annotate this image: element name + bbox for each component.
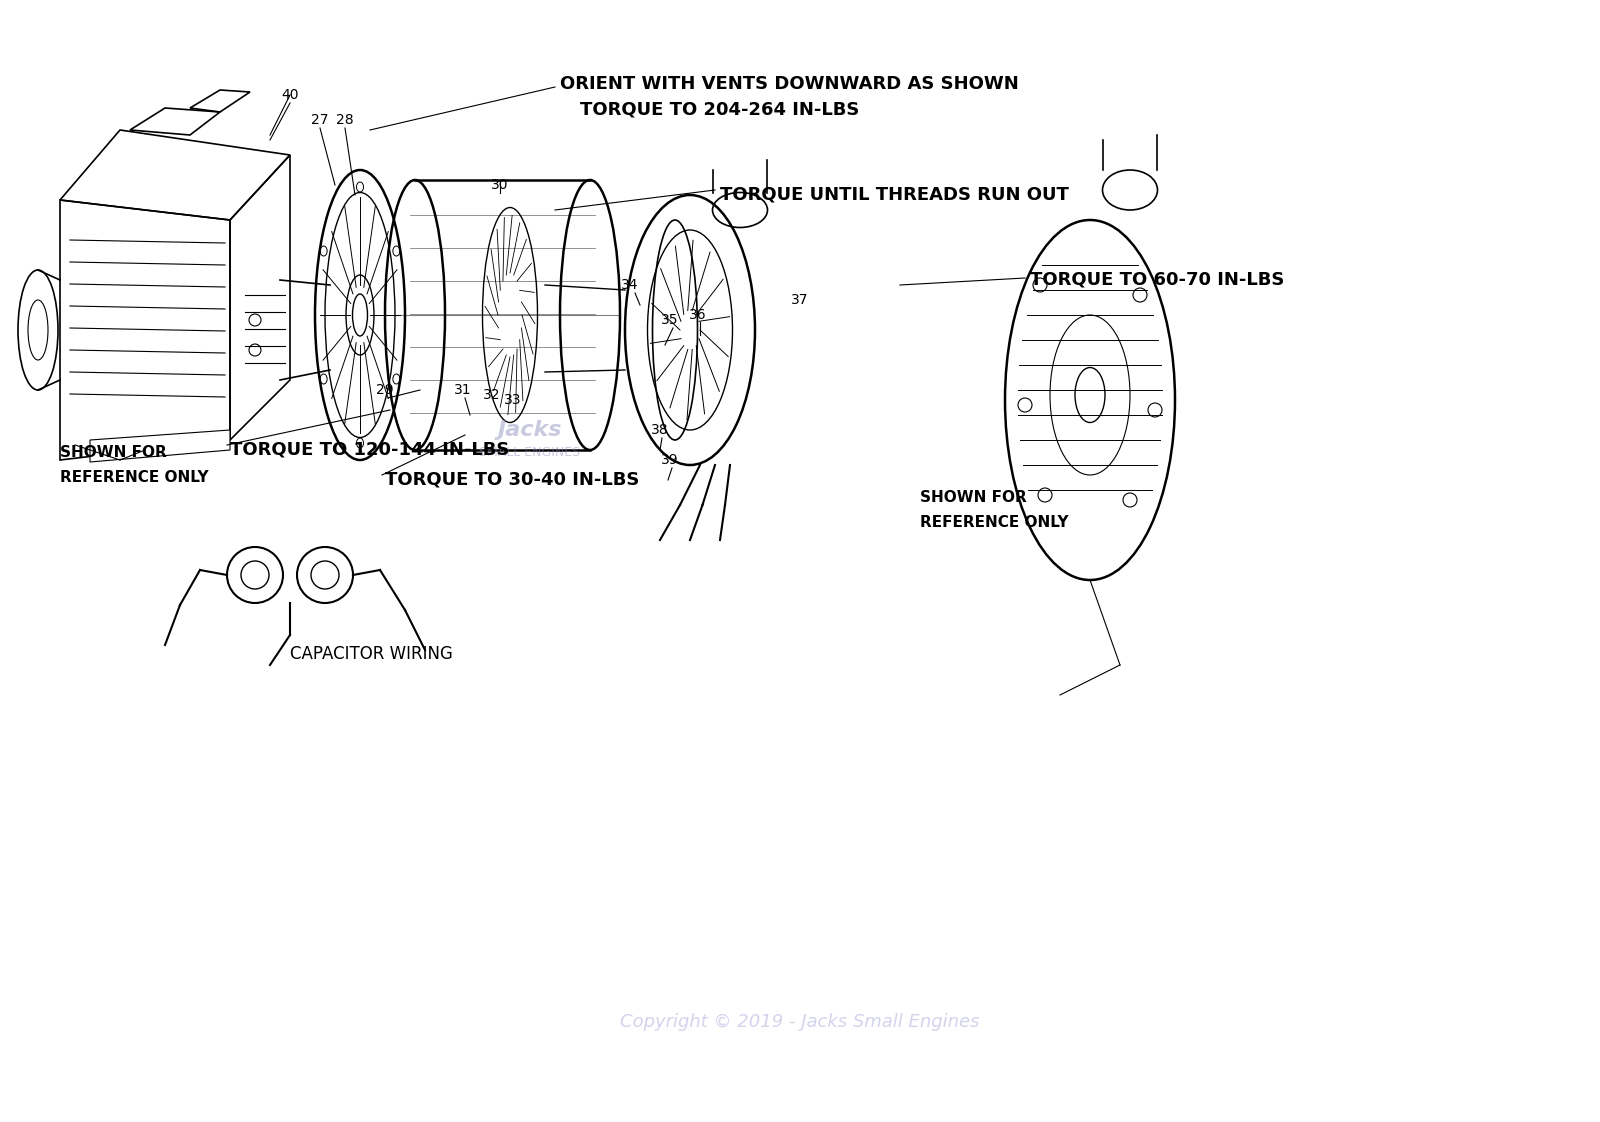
- Text: ORIENT WITH VENTS DOWNWARD AS SHOWN: ORIENT WITH VENTS DOWNWARD AS SHOWN: [560, 75, 1019, 93]
- Text: TORQUE TO 30-40 IN-LBS: TORQUE TO 30-40 IN-LBS: [386, 470, 640, 488]
- Text: 33: 33: [504, 393, 522, 407]
- Text: 37: 37: [792, 293, 808, 307]
- Text: 39: 39: [661, 453, 678, 467]
- Text: 40: 40: [282, 88, 299, 102]
- Polygon shape: [90, 430, 230, 462]
- Text: 27: 27: [312, 113, 328, 127]
- Text: 29: 29: [376, 383, 394, 397]
- Text: Copyright © 2019 - Jacks Small Engines: Copyright © 2019 - Jacks Small Engines: [621, 1013, 979, 1031]
- Text: TORQUE TO 204-264 IN-LBS: TORQUE TO 204-264 IN-LBS: [579, 100, 859, 118]
- Text: 28: 28: [336, 113, 354, 127]
- Text: SHOWN FOR: SHOWN FOR: [920, 490, 1027, 505]
- Text: 32: 32: [483, 388, 501, 402]
- Text: 36: 36: [690, 309, 707, 322]
- Text: CAPACITOR WIRING: CAPACITOR WIRING: [290, 645, 453, 663]
- Text: REFERENCE ONLY: REFERENCE ONLY: [61, 470, 208, 485]
- Ellipse shape: [352, 294, 368, 335]
- Text: TORQUE UNTIL THREADS RUN OUT: TORQUE UNTIL THREADS RUN OUT: [720, 185, 1069, 203]
- Text: 38: 38: [651, 423, 669, 436]
- Text: SMALL ENGINES: SMALL ENGINES: [480, 445, 581, 459]
- Text: TORQUE TO 120-144 IN-LBS: TORQUE TO 120-144 IN-LBS: [230, 440, 509, 458]
- Text: SHOWN FOR: SHOWN FOR: [61, 445, 166, 460]
- Text: 31: 31: [454, 383, 472, 397]
- Text: 35: 35: [661, 313, 678, 327]
- Text: REFERENCE ONLY: REFERENCE ONLY: [920, 515, 1069, 530]
- Text: TORQUE TO 60-70 IN-LBS: TORQUE TO 60-70 IN-LBS: [1030, 270, 1285, 288]
- Text: 34: 34: [621, 278, 638, 292]
- Text: 30: 30: [491, 178, 509, 192]
- Text: Jacks: Jacks: [498, 420, 562, 440]
